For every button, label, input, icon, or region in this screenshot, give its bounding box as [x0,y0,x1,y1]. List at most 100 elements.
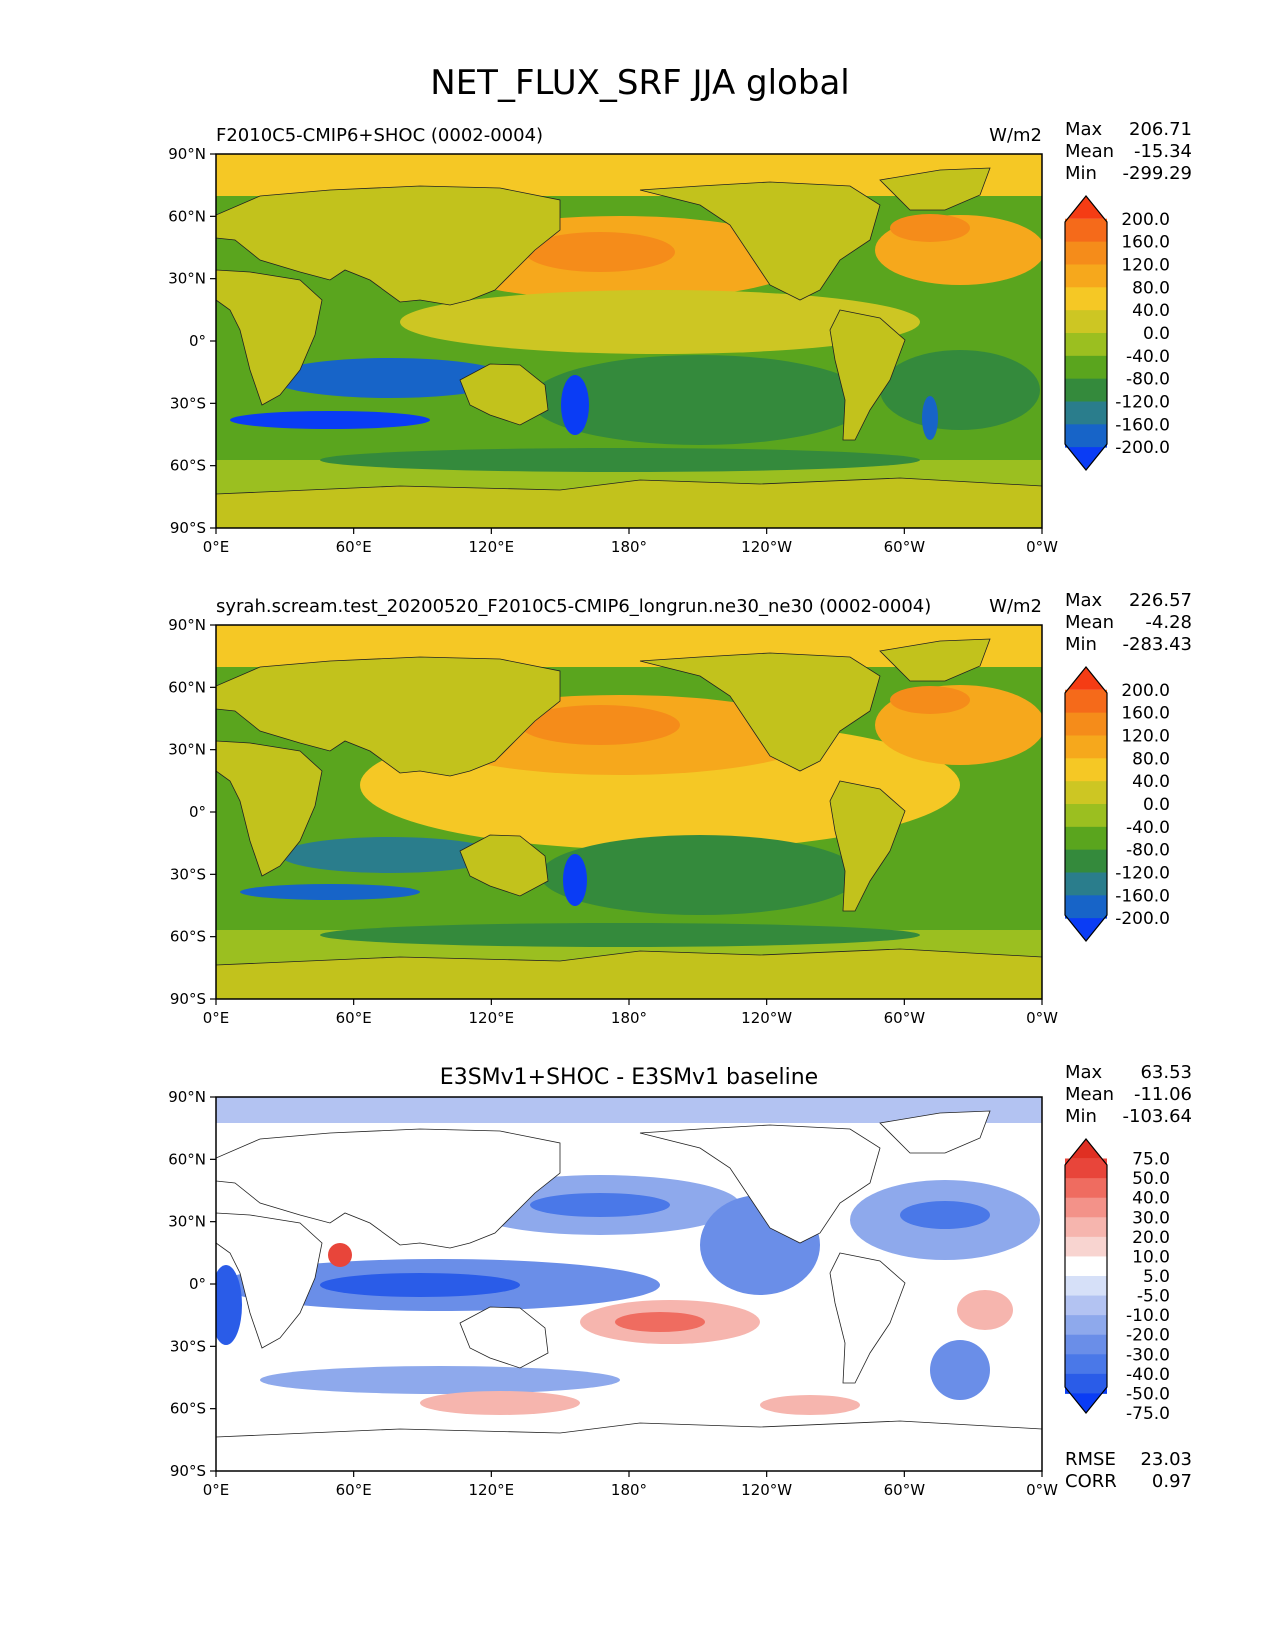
panel-2-sio-core [240,884,420,900]
panel-2-south-america [829,780,906,912]
colorbar-label: 120.0 [1121,727,1170,747]
panel-3-map [216,1097,1042,1471]
y-tick-label: 30°S [170,865,206,883]
panel-1-australia [459,363,549,426]
colorbar-segment [1065,1276,1107,1297]
panel-2-africa [216,740,323,877]
colorbar-segment [1065,1178,1107,1199]
panel-2-colorbar: 200.0 160.0 120.080.0 40.0 0.0 -40.0 -80.0 -120… [1064,666,1170,942]
panel-3-colorbar: 75.050.040.030.020.010.05.0-5.0-10.0-20.… [1064,1138,1170,1424]
panel-3-title: E3SMv1+SHOC - E3SMv1 baseline [440,1065,818,1090]
colorbar-segment [1065,1197,1107,1218]
panel-3-satl-blue [930,1340,990,1400]
figure-title: NET_FLUX_SRF JJA global [430,63,849,103]
x-tick-label: 180° [611,538,647,556]
colorbar-segment [1065,781,1107,805]
panel-1-satl-cool [880,350,1040,430]
x-tick-label: 0°E [203,1009,230,1027]
x-tick-label: 60°E [336,538,372,556]
panel-2-mean-label: Mean [1065,612,1114,633]
panel-1-colorbar: 200.0 160.0 120.080.0 40.0 0.0 -40.0 -80.0 -120… [1064,195,1170,471]
panel-2-antarctica [216,948,1042,999]
colorbar-segment [1065,1315,1107,1336]
x-tick-label: 180° [611,1481,647,1499]
colorbar-label: -40.0 [1126,347,1170,367]
panel-1-mean-value: -15.34 [1134,141,1192,162]
panel-3-npac-core [530,1193,670,1217]
y-tick-label: 90°N [168,616,206,634]
panel-2-units: W/m2 [989,596,1042,617]
colorbar-segment [1065,735,1107,759]
panel-1-bcurrent [922,396,938,440]
panel-2-australia [459,834,549,897]
panel-1-antarctica [216,477,1042,528]
panel-3-atl-west-core [216,1265,242,1345]
colorbar-label: -160.0 [1115,415,1170,435]
x-tick-label: 120°E [469,1481,515,1499]
colorbar-label: 200.0 [1121,210,1170,230]
colorbar-label: 40.0 [1132,772,1170,792]
panel-1-max-label: Max [1065,119,1103,140]
panel-1-greenland [879,167,991,211]
y-tick-label: 0° [189,332,206,350]
colorbar-segment [1065,1236,1107,1257]
panel-1-npac-core [525,232,675,272]
panel-3-so-red [420,1391,580,1415]
panel-3-yaxis: 90°N 60°N 30°N 0° 30°S 60°S 90°S [168,1088,216,1480]
panel-2-mean-value: -4.28 [1145,612,1192,633]
panel-3-min-value: -103.64 [1123,1106,1192,1127]
panel-3-so-blue [260,1366,620,1394]
y-tick-label: 90°S [170,990,206,1008]
panel-3-stats: Max 63.53 Mean -11.06 Min -103.64 [1065,1062,1192,1127]
colorbar-segment [1065,264,1107,288]
y-tick-label: 60°S [170,457,206,475]
colorbar-segment [1065,241,1107,265]
panel-1-max-value: 206.71 [1129,119,1192,140]
y-tick-label: 30°N [168,1213,206,1231]
colorbar-segment [1065,1334,1107,1355]
colorbar-segment [1065,826,1107,851]
panel-2-min-value: -283.43 [1123,634,1192,655]
panel-3-xaxis: 0°E 60°E 120°E 180° 120°W 60°W 0°W [203,1471,1058,1499]
colorbar-label: -10.0 [1126,1306,1170,1326]
colorbar-segment [1065,1158,1107,1179]
colorbar-label: 10.0 [1132,1247,1170,1267]
panel-2-npac-core [520,705,680,745]
panel-3-natl-core [900,1201,990,1229]
y-tick-label: 90°S [170,519,206,537]
x-tick-label: 60°W [884,1481,926,1499]
colorbar-segment [1065,689,1107,714]
y-tick-label: 60°N [168,207,206,225]
y-tick-label: 90°N [168,1088,206,1106]
x-tick-label: 120°W [741,538,792,556]
panel-2-north-america [639,652,881,772]
panel-2-min-label: Min [1065,634,1097,655]
panel-2-yaxis: 90°N 60°N 30°N 0° 30°S 60°S 90°S [168,616,216,1008]
colorbar-segment [1065,849,1107,873]
colorbar-segment [1065,355,1107,380]
panel-1-stats: Max 206.71 Mean -15.34 Min -299.29 [1065,119,1192,184]
colorbar-segment [1065,444,1107,470]
colorbar-label: 5.0 [1143,1267,1170,1287]
y-tick-label: 0° [189,803,206,821]
colorbar-segment [1065,196,1107,222]
panel-3-mean-label: Mean [1065,1084,1114,1105]
colorbar-label: 160.0 [1121,704,1170,724]
y-tick-label: 30°S [170,394,206,412]
colorbar-segment [1065,1354,1107,1375]
y-tick-label: 60°N [168,678,206,696]
panel-2-stats: Max 226.57 Mean -4.28 Min -283.43 [1065,590,1192,655]
colorbar-segment [1065,287,1107,311]
panel-3-corr-value: 0.97 [1152,1471,1192,1492]
colorbar-segment [1065,401,1107,425]
colorbar-segment [1065,1373,1107,1394]
colorbar-label: -75.0 [1126,1404,1170,1424]
x-tick-label: 60°W [884,1009,926,1027]
panel-1-yaxis: 90°N 60°N 30°N 0° 30°S 60°S 90°S [168,145,216,537]
panel-2-title: syrah.scream.test_20200520_F2010C5-CMIP6… [216,596,931,617]
panel-2-max-label: Max [1065,590,1103,611]
panel-2-tasman-core [563,854,587,906]
panel-2-so-band [320,923,920,947]
panel-1: F2010C5-CMIP6+SHOC (0002-0004) W/m2 [168,119,1192,556]
